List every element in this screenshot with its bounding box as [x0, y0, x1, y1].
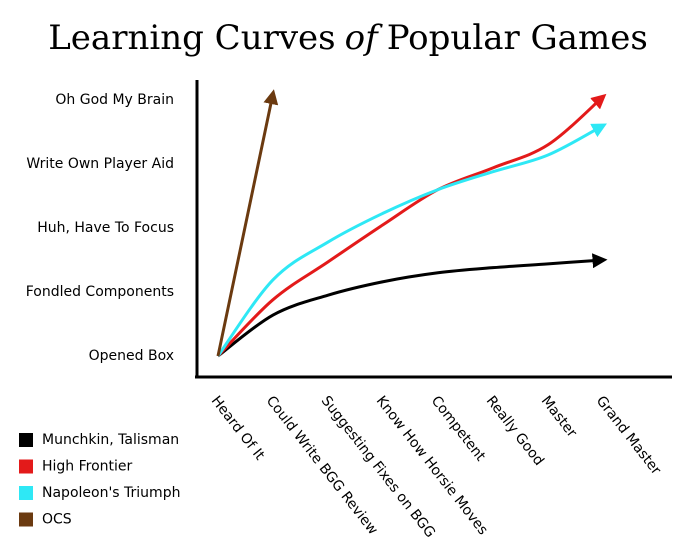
x-tick-label: Grand Master	[593, 393, 664, 478]
curve	[217, 253, 608, 358]
x-tick-label: Competent	[428, 393, 489, 465]
y-tick-label: Fondled Components	[26, 284, 174, 300]
x-tick-label: Suggesting Fixes on BGG	[318, 393, 438, 541]
legend-label: OCS	[42, 512, 72, 528]
x-tick-label: Really Good	[483, 393, 547, 469]
y-tick-label: Oh God My Brain	[55, 92, 174, 108]
x-tick-label: Know How Horsie Moves	[373, 393, 491, 538]
legend-label: Napoleon's Triumph	[42, 485, 180, 501]
curve	[216, 89, 279, 357]
title-part: of	[345, 18, 383, 58]
title-part: Learning Curves	[48, 18, 335, 58]
legend-swatch	[19, 433, 33, 447]
chart-title: Learning Curves of Popular Games	[48, 18, 648, 58]
y-tick-label: Opened Box	[89, 348, 174, 364]
y-tick-label: Huh, Have To Focus	[37, 220, 174, 236]
curve	[216, 123, 607, 357]
legend-label: High Frontier	[42, 459, 133, 475]
legend-label: Munchkin, Talisman	[42, 432, 179, 448]
x-tick-label: Could Write BGG Review	[263, 393, 381, 538]
legend-swatch	[19, 512, 33, 527]
y-tick-label: Write Own Player Aid	[26, 156, 174, 172]
x-tick-label: Heard Of It	[208, 393, 268, 464]
title-part: Popular Games	[387, 18, 648, 58]
legend-swatch	[19, 459, 33, 474]
legend-swatch	[19, 486, 33, 500]
curve	[216, 93, 607, 358]
x-tick-label: Master	[538, 393, 580, 441]
